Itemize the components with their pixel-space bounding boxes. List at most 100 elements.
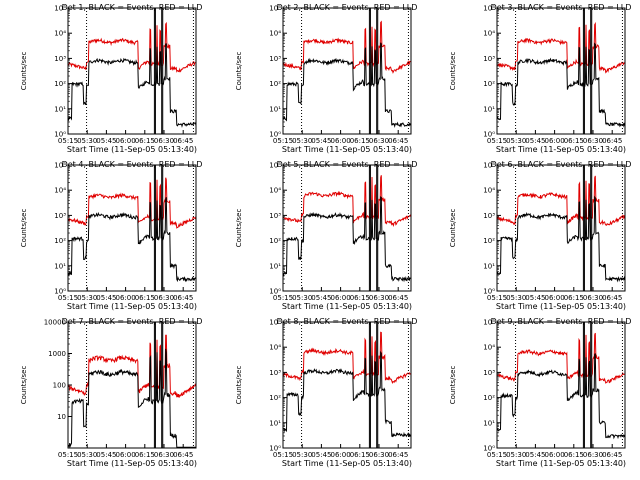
y-tick-label: 10² [54,237,66,245]
y-tick-label: 10⁵ [269,319,281,327]
x-tick-label: 05:45 [96,137,116,145]
y-tick-label: 10⁴ [54,30,66,38]
x-tick-label: 05:45 [525,137,545,145]
panel-det-4: Det 4, BLACK = Events, RED = LLD 10⁰ 10¹ 10… [20,160,202,311]
y-tick-label: 10¹ [269,419,281,427]
y-tick-label: 10⁰ [269,131,281,139]
y-tick-label: 10⁴ [483,344,495,352]
y-tick-label: 10² [483,394,495,402]
x-tick-label: 06:30 [583,294,603,302]
y-tick-label: 10000 [44,319,66,327]
y-axis-label: Counts/sec [20,209,28,248]
panel-det-7: Det 7, BLACK = Events, RED = LLD 10 100 100… [20,317,202,468]
y-tick-label: 10² [269,237,281,245]
panel-title: Det 2, BLACK = Events, RED = LLD [277,3,418,12]
x-tick-label: 05:15 [58,451,78,459]
y-tick-label: 1000 [48,350,66,358]
y-tick-label: 10³ [483,212,495,220]
x-tick-label: 05:45 [525,451,545,459]
series-events-line [283,42,411,128]
series-events-line [68,43,196,128]
y-tick-label: 10² [54,80,66,88]
x-tick-label: 05:30 [506,294,526,302]
x-tick-label: 05:30 [506,451,526,459]
y-tick-label: 10 [57,413,66,421]
x-tick-label: 06:15 [350,137,370,145]
y-tick-label: 10² [483,237,495,245]
x-tick-label: 06:45 [388,137,408,145]
x-tick-label: 05:45 [525,294,545,302]
y-tick-label: 10¹ [54,262,66,270]
series-events-line [497,42,625,128]
x-tick-label: 06:15 [135,294,155,302]
y-tick-label: 10⁵ [54,5,66,13]
x-axis-label: Start Time (11-Sep-05 05:13:40) [67,302,197,311]
panel-title: Det 9, BLACK = Events, RED = LLD [491,317,632,326]
y-tick-label: 10³ [483,369,495,377]
x-tick-label: 05:30 [77,294,97,302]
y-tick-label: 10² [269,394,281,402]
x-tick-label: 06:15 [135,451,155,459]
series-lld-line [283,20,411,74]
y-axis-label: Counts/sec [235,366,243,405]
plot-frame [496,164,626,292]
y-tick-label: 10⁰ [483,288,495,296]
series-lld-line [497,175,625,226]
y-tick-label: 10⁵ [269,162,281,170]
x-tick-label: 05:15 [487,451,507,459]
x-axis-label: Start Time (11-Sep-05 05:13:40) [282,302,412,311]
plot-frame [67,7,197,135]
x-tick-label: 06:45 [602,294,622,302]
series-events-line [68,348,196,448]
y-tick-label: 10¹ [269,262,281,270]
y-tick-label: 10⁵ [483,319,495,327]
x-tick-label: 06:15 [350,451,370,459]
panel-det-9: Det 9, BLACK = Events, RED = LLD 10⁰ 10¹ 10… [449,317,631,468]
x-axis-label: Start Time (11-Sep-05 05:13:40) [496,459,626,468]
x-axis-label: Start Time (11-Sep-05 05:13:40) [67,145,197,154]
plot-frame [282,321,412,449]
x-tick-label: 05:30 [292,294,312,302]
y-tick-label: 10³ [483,55,495,63]
x-tick-label: 06:15 [564,137,584,145]
y-tick-label: 10⁵ [54,162,66,170]
y-tick-label: 10² [483,80,495,88]
y-tick-label: 10⁰ [483,445,495,453]
x-axis-label: Start Time (11-Sep-05 05:13:40) [496,145,626,154]
x-tick-label: 05:45 [311,137,331,145]
y-tick-label: 10⁵ [269,5,281,13]
x-tick-label: 05:45 [311,294,331,302]
panel-title: Det 8, BLACK = Events, RED = LLD [277,317,418,326]
x-tick-label: 05:30 [292,137,312,145]
x-tick-label: 05:15 [273,451,293,459]
x-tick-label: 06:00 [331,294,351,302]
x-tick-label: 06:30 [369,294,389,302]
x-tick-label: 05:45 [311,451,331,459]
y-tick-label: 10⁴ [269,344,281,352]
x-tick-label: 06:00 [331,137,351,145]
x-tick-label: 06:30 [583,137,603,145]
x-tick-label: 06:30 [369,451,389,459]
x-axis-label: Start Time (11-Sep-05 05:13:40) [282,459,412,468]
x-tick-label: 06:00 [545,451,565,459]
x-tick-label: 05:45 [96,451,116,459]
panel-det-1: Det 1, BLACK = Events, RED = LLD 10⁰ 10¹ 10… [20,3,202,154]
x-axis-label: Start Time (11-Sep-05 05:13:40) [67,459,197,468]
panel-title: Det 4, BLACK = Events, RED = LLD [62,160,203,169]
series-events-line [68,197,196,283]
x-tick-label: 06:00 [116,294,136,302]
x-tick-label: 05:15 [273,137,293,145]
panel-title: Det 5, BLACK = Events, RED = LLD [277,160,418,169]
x-tick-label: 05:30 [506,137,526,145]
y-axis-label: Counts/sec [449,209,457,248]
x-tick-label: 05:15 [58,294,78,302]
series-lld-line [497,332,625,384]
x-tick-label: 05:15 [487,294,507,302]
panel-title: Det 6, BLACK = Events, RED = LLD [491,160,632,169]
series-lld-line [68,21,196,73]
x-tick-label: 06:45 [173,137,193,145]
y-tick-label: 10³ [54,212,66,220]
x-tick-label: 06:30 [154,137,174,145]
y-tick-label: 10⁰ [269,288,281,296]
